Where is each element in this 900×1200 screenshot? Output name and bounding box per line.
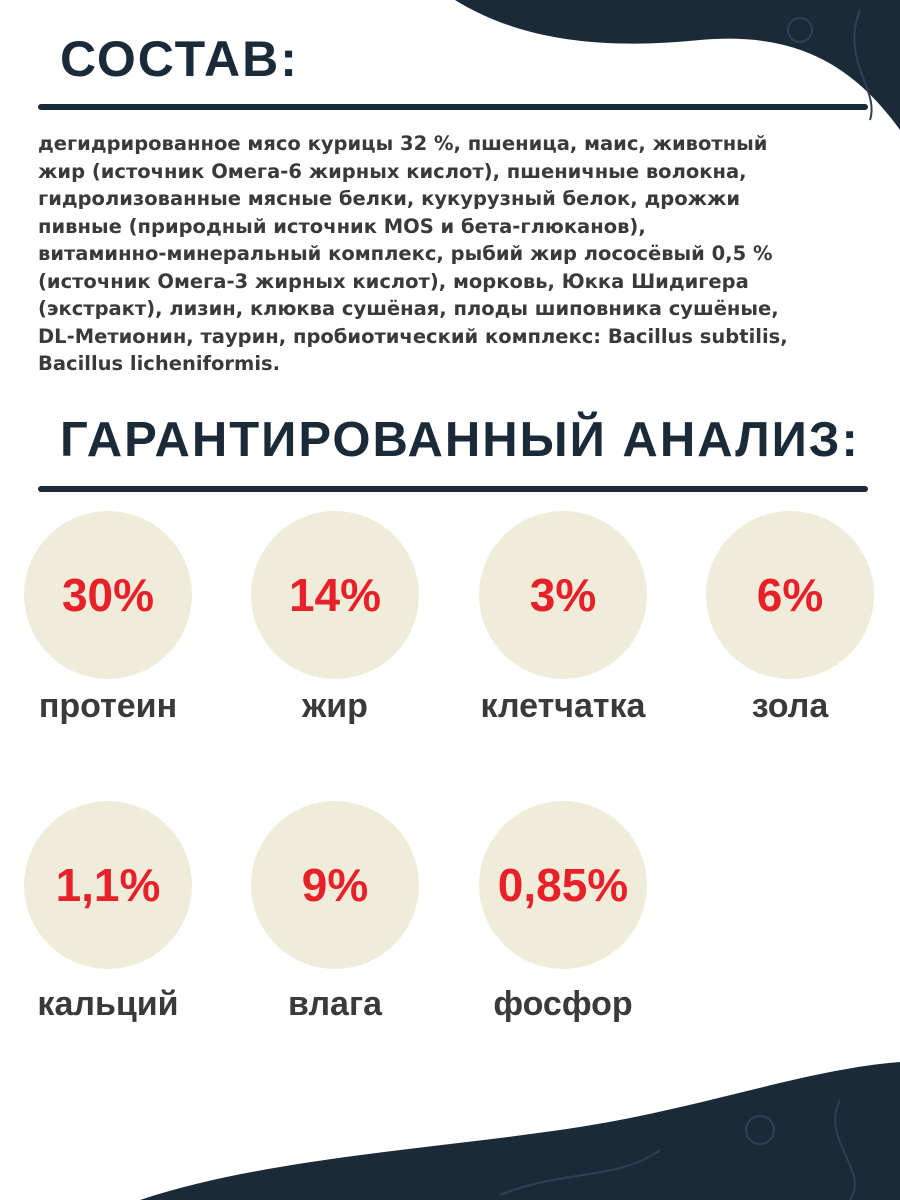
divider <box>38 486 868 492</box>
item-label: клетчатка <box>480 687 646 725</box>
item-label: жир <box>302 687 368 725</box>
composition-line: гидролизованные мясные белки, кукурузный… <box>38 187 741 210</box>
composition-line: DL-Метионин, таурин, пробиотический комп… <box>38 324 788 348</box>
analysis-title: ГАРАНТИРОВАННЫЙ АНАЛИЗ: <box>60 413 860 467</box>
composition-line: жир (источник Омега-6 жирных кислот), пш… <box>38 159 747 183</box>
value-circle: 14% <box>251 511 419 679</box>
value-circle: 3% <box>479 511 647 679</box>
item-label: зола <box>751 687 829 725</box>
value-circle: 1,1% <box>24 801 192 969</box>
item-label: кальций <box>37 985 179 1023</box>
value-circle: 30% <box>24 511 192 679</box>
value-circle: 6% <box>706 511 874 679</box>
composition-text: дегидрированное мясо курицы 32 %, пшениц… <box>38 130 788 378</box>
composition-line: (источник Омега-3 жирных кислот), морков… <box>38 269 749 293</box>
item-label: протеин <box>38 687 178 725</box>
divider <box>38 104 868 110</box>
item-label: влага <box>287 985 383 1023</box>
composition-line: дегидрированное мясо курицы 32 %, пшениц… <box>38 132 768 155</box>
value-circle: 9% <box>251 801 419 969</box>
value-circle: 0,85% <box>479 801 647 969</box>
item-label: фосфор <box>493 985 633 1023</box>
composition-line: (экстракт), лизин, клюква сушёная, плоды… <box>38 297 779 320</box>
composition-title: СОСТАВ: <box>60 31 299 87</box>
composition-line: витаминно-минеральный комплекс, рыбий жи… <box>38 242 773 265</box>
composition-line: Bacillus licheniformis. <box>38 352 281 375</box>
composition-line: пивные (природный источник MOS и бета-гл… <box>38 214 646 238</box>
